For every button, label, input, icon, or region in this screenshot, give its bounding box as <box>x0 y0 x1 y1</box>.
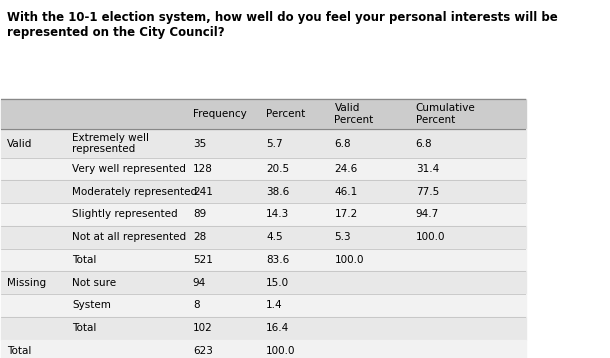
Text: 14.3: 14.3 <box>266 209 290 219</box>
Text: 16.4: 16.4 <box>266 323 290 333</box>
Text: 77.5: 77.5 <box>416 187 439 197</box>
Text: 623: 623 <box>193 346 213 356</box>
Text: Valid: Valid <box>7 139 32 149</box>
Text: Slightly represented: Slightly represented <box>72 209 178 219</box>
Text: 100.0: 100.0 <box>416 232 445 242</box>
Text: Very well represented: Very well represented <box>72 164 186 174</box>
Text: Not at all represented: Not at all represented <box>72 232 186 242</box>
Text: With the 10-1 election system, how well do you feel your personal interests will: With the 10-1 election system, how well … <box>7 11 558 39</box>
Text: 94: 94 <box>193 278 206 288</box>
Bar <box>1 271 526 294</box>
Text: 83.6: 83.6 <box>266 255 290 265</box>
Text: Extremely well
represented: Extremely well represented <box>72 133 149 154</box>
Text: Total: Total <box>72 255 96 265</box>
Text: 15.0: 15.0 <box>266 278 289 288</box>
Text: 20.5: 20.5 <box>266 164 289 174</box>
Text: 8: 8 <box>193 300 199 310</box>
Text: 5.3: 5.3 <box>334 232 351 242</box>
Text: 4.5: 4.5 <box>266 232 283 242</box>
Text: Valid
Percent: Valid Percent <box>334 103 374 125</box>
Text: 521: 521 <box>193 255 213 265</box>
Text: Moderately represented: Moderately represented <box>72 187 197 197</box>
Bar <box>1 317 526 339</box>
Text: 5.7: 5.7 <box>266 139 283 149</box>
Text: 128: 128 <box>193 164 213 174</box>
Text: Total: Total <box>72 323 96 333</box>
Text: 102: 102 <box>193 323 212 333</box>
Text: System: System <box>72 300 111 310</box>
Text: Frequency: Frequency <box>193 109 246 119</box>
Text: 6.8: 6.8 <box>334 139 351 149</box>
Text: Cumulative
Percent: Cumulative Percent <box>416 103 475 125</box>
Text: Total: Total <box>7 346 31 356</box>
Text: 100.0: 100.0 <box>266 346 296 356</box>
Text: 24.6: 24.6 <box>334 164 357 174</box>
Text: 17.2: 17.2 <box>334 209 357 219</box>
Text: 89: 89 <box>193 209 206 219</box>
Bar <box>1 99 526 130</box>
Text: Percent: Percent <box>266 109 306 119</box>
Bar <box>1 248 526 271</box>
Bar <box>1 158 526 180</box>
Text: Not sure: Not sure <box>72 278 117 288</box>
Text: 38.6: 38.6 <box>266 187 290 197</box>
Text: 241: 241 <box>193 187 213 197</box>
Text: 31.4: 31.4 <box>416 164 439 174</box>
Text: 35: 35 <box>193 139 206 149</box>
Text: Missing: Missing <box>7 278 46 288</box>
Text: 94.7: 94.7 <box>416 209 439 219</box>
Text: 6.8: 6.8 <box>416 139 432 149</box>
Bar <box>1 294 526 317</box>
Bar <box>1 180 526 203</box>
Bar <box>1 203 526 226</box>
Bar <box>1 226 526 248</box>
Text: 100.0: 100.0 <box>334 255 364 265</box>
Text: 46.1: 46.1 <box>334 187 357 197</box>
Text: 28: 28 <box>193 232 206 242</box>
Bar <box>1 130 526 158</box>
Bar <box>1 339 526 358</box>
Text: 1.4: 1.4 <box>266 300 283 310</box>
